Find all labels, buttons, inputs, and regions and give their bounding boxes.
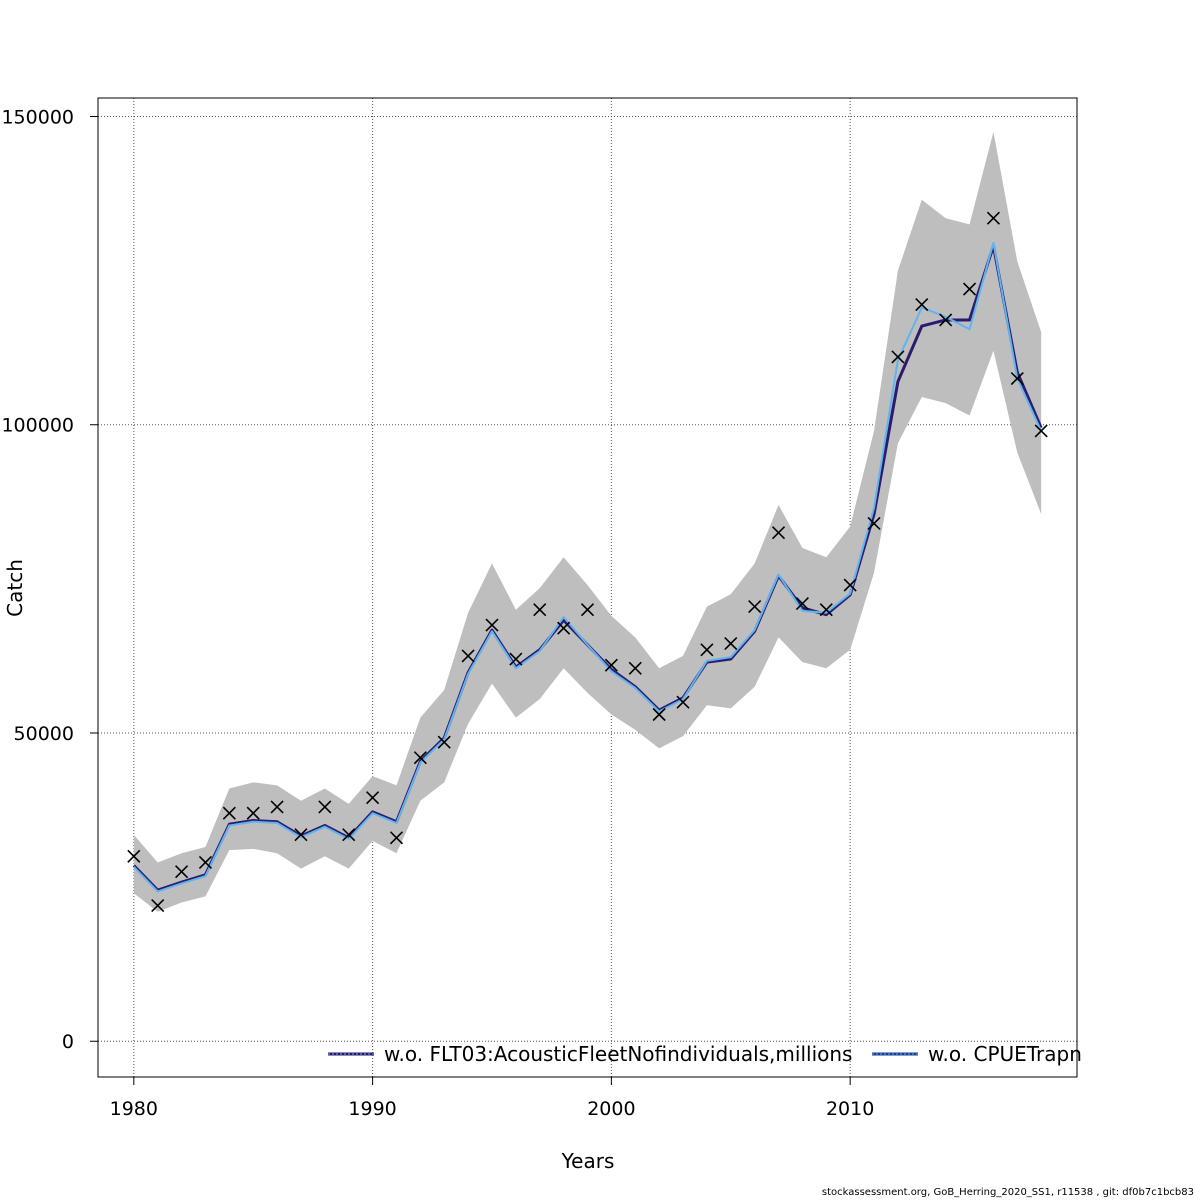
series-line-2 bbox=[133, 241, 1043, 893]
observed-point bbox=[676, 695, 690, 709]
observed-point bbox=[413, 751, 427, 765]
confidence-band bbox=[133, 131, 1042, 912]
observed-point bbox=[652, 707, 666, 722]
observed-point bbox=[962, 282, 977, 296]
observed-point bbox=[843, 578, 857, 592]
observed-point bbox=[198, 855, 213, 870]
observed-point bbox=[891, 350, 905, 364]
x-axis: 1980 1990 2000 2010 bbox=[110, 1076, 874, 1120]
observed-point bbox=[1010, 371, 1024, 386]
observed-point bbox=[222, 806, 236, 820]
y-tick-label: 150000 bbox=[1, 106, 74, 128]
y-axis-title: Catch bbox=[3, 559, 27, 617]
observed-point bbox=[485, 618, 499, 632]
observed-point bbox=[915, 297, 929, 312]
observed-point bbox=[819, 603, 833, 617]
y-tick-label: 0 bbox=[62, 1031, 74, 1053]
observed-point bbox=[748, 600, 762, 614]
series-lines bbox=[132, 241, 1043, 893]
observed-point bbox=[389, 831, 404, 845]
observed-point bbox=[986, 211, 1000, 225]
observed-point bbox=[294, 828, 308, 842]
observed-point bbox=[509, 652, 523, 666]
observed-point bbox=[342, 828, 356, 842]
observed-point bbox=[533, 603, 547, 617]
observed-point bbox=[318, 800, 332, 814]
y-axis: 0 50000 100000 150000 bbox=[1, 106, 99, 1053]
observed-point bbox=[939, 313, 953, 327]
x-tick-label: 1980 bbox=[110, 1098, 158, 1120]
legend-label-series-2: w.o. CPUETrapn bbox=[928, 1042, 1082, 1066]
observed-point bbox=[771, 526, 786, 540]
x-tick-label: 1990 bbox=[348, 1098, 396, 1120]
observed-point bbox=[151, 899, 165, 913]
x-axis-title: Years bbox=[561, 1149, 615, 1173]
observed-point bbox=[867, 516, 881, 530]
observed-point bbox=[628, 661, 642, 675]
observed-point bbox=[461, 649, 475, 663]
confidence-band-area bbox=[133, 131, 1042, 912]
observed-point bbox=[175, 865, 189, 879]
y-tick-label: 50000 bbox=[14, 723, 74, 745]
observed-point bbox=[1034, 424, 1048, 438]
y-tick-label: 100000 bbox=[1, 415, 74, 437]
observed-point bbox=[795, 596, 809, 611]
x-tick-label: 2010 bbox=[826, 1098, 874, 1120]
observed-point bbox=[437, 735, 451, 749]
observed-point bbox=[127, 849, 141, 863]
legend: w.o. FLT03:AcousticFleetNofindividuals,m… bbox=[328, 1042, 1082, 1066]
observed-point bbox=[604, 658, 618, 672]
x-tick-label: 2000 bbox=[587, 1098, 635, 1120]
observed-point bbox=[724, 637, 738, 651]
observed-point bbox=[270, 800, 284, 814]
observed-points bbox=[127, 211, 1048, 913]
observed-point bbox=[580, 603, 595, 617]
observed-point bbox=[557, 621, 571, 635]
legend-label-series-1: w.o. FLT03:AcousticFleetNofindividuals,m… bbox=[384, 1042, 852, 1066]
observed-point bbox=[700, 643, 714, 657]
observed-point bbox=[366, 791, 380, 805]
footer-credit: stockassessment.org, GoB_Herring_2020_SS… bbox=[821, 1187, 1194, 1198]
observed-point bbox=[246, 806, 260, 820]
